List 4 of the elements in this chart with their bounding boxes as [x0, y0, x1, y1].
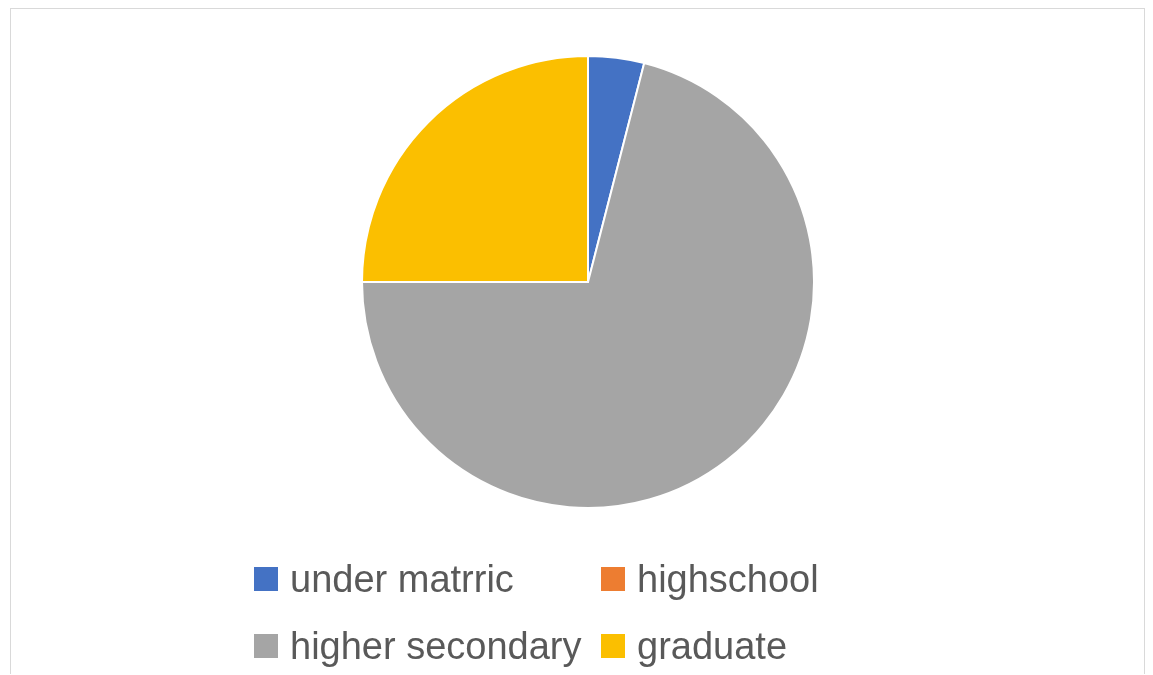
legend-label: under matrric	[290, 557, 514, 601]
legend-label: higher secondary	[290, 624, 582, 668]
legend-label: highschool	[637, 557, 819, 601]
legend-label: graduate	[637, 624, 788, 668]
